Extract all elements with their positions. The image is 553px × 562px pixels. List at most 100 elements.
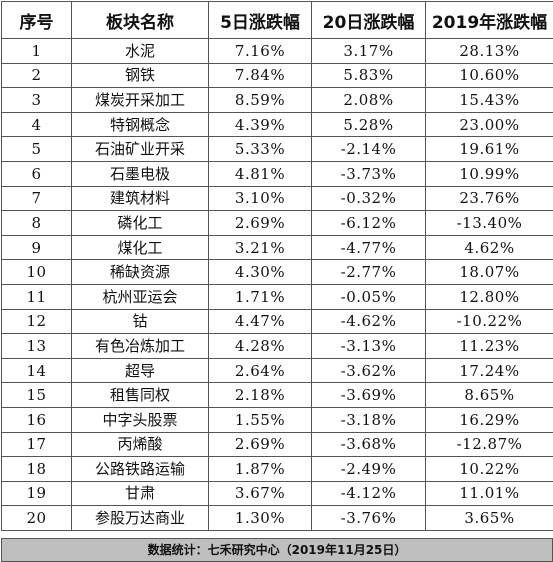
cell-2019-change: 17.24% <box>425 357 553 384</box>
cell-index: 9 <box>1 234 72 261</box>
cell-20day-change: -3.62% <box>311 357 426 384</box>
cell-2019-change: 11.01% <box>425 480 553 507</box>
cell-20day-change: -4.12% <box>311 480 426 507</box>
cell-index: 20 <box>1 505 72 531</box>
cell-5day-change: 1.71% <box>208 283 312 310</box>
cell-20day-change: -4.62% <box>311 308 426 335</box>
cell-sector-name: 丙烯酸 <box>71 431 209 458</box>
cell-index: 2 <box>1 62 72 89</box>
cell-5day-change: 4.47% <box>208 308 312 335</box>
source-footer: 数据统计：七禾研究中心（2019年11月25日） <box>1 538 553 562</box>
cell-index: 5 <box>1 136 72 162</box>
cell-20day-change: 3.17% <box>311 38 426 64</box>
table-header: 序号 板块名称 5日涨跌幅 20日涨跌幅 2019年涨跌幅 <box>1 1 553 39</box>
cell-20day-change: -3.18% <box>311 406 426 433</box>
cell-20day-change: 5.28% <box>311 111 426 138</box>
cell-5day-change: 2.69% <box>208 431 312 458</box>
cell-sector-name: 甘肃 <box>71 480 209 507</box>
cell-index: 14 <box>1 357 72 384</box>
table-row: 12 钴 4.47% -4.62% -10.22% <box>1 308 553 335</box>
table-row: 2 钢铁 7.84% 5.83% 10.60% <box>1 62 553 89</box>
cell-index: 13 <box>1 333 72 359</box>
table-row: 18 公路铁路运输 1.87% -2.49% 10.22% <box>1 456 553 482</box>
col-header-20day-change: 20日涨跌幅 <box>311 1 426 39</box>
cell-2019-change: 3.65% <box>425 505 553 531</box>
cell-2019-change: -10.22% <box>425 308 553 335</box>
table-row: 8 磷化工 2.69% -6.12% -13.40% <box>1 210 553 236</box>
table-row: 20 参股万达商业 1.30% -3.76% 3.65% <box>1 505 553 531</box>
cell-sector-name: 钴 <box>71 308 209 335</box>
cell-index: 4 <box>1 111 72 138</box>
cell-2019-change: 10.22% <box>425 456 553 482</box>
cell-sector-name: 钢铁 <box>71 62 209 89</box>
cell-5day-change: 2.18% <box>208 382 312 408</box>
cell-sector-name: 杭州亚运会 <box>71 283 209 310</box>
cell-5day-change: 1.55% <box>208 406 312 433</box>
cell-20day-change: -2.49% <box>311 456 426 482</box>
cell-sector-name: 超导 <box>71 357 209 384</box>
col-header-sector-name: 板块名称 <box>71 1 209 39</box>
cell-5day-change: 7.16% <box>208 38 312 64</box>
cell-index: 18 <box>1 456 72 482</box>
cell-5day-change: 3.67% <box>208 480 312 507</box>
cell-sector-name: 石油矿业开采 <box>71 136 209 162</box>
cell-5day-change: 4.28% <box>208 333 312 359</box>
cell-5day-change: 3.21% <box>208 234 312 261</box>
cell-5day-change: 7.84% <box>208 62 312 89</box>
cell-sector-name: 煤炭开采加工 <box>71 87 209 113</box>
cell-2019-change: 16.29% <box>425 406 553 433</box>
table-row: 11 杭州亚运会 1.71% -0.05% 12.80% <box>1 283 553 310</box>
cell-20day-change: -2.14% <box>311 136 426 162</box>
cell-index: 1 <box>1 38 72 64</box>
cell-2019-change: 10.60% <box>425 62 553 89</box>
cell-sector-name: 租售同权 <box>71 382 209 408</box>
cell-index: 10 <box>1 259 72 285</box>
cell-sector-name: 公路铁路运输 <box>71 456 209 482</box>
header-row: 序号 板块名称 5日涨跌幅 20日涨跌幅 2019年涨跌幅 <box>1 1 553 39</box>
cell-5day-change: 5.33% <box>208 136 312 162</box>
cell-sector-name: 磷化工 <box>71 210 209 236</box>
cell-5day-change: 4.39% <box>208 111 312 138</box>
cell-sector-name: 稀缺资源 <box>71 259 209 285</box>
col-header-2019-change: 2019年涨跌幅 <box>425 1 553 39</box>
cell-20day-change: -4.77% <box>311 234 426 261</box>
cell-sector-name: 水泥 <box>71 38 209 64</box>
cell-2019-change: 8.65% <box>425 382 553 408</box>
cell-index: 19 <box>1 480 72 507</box>
cell-2019-change: -12.87% <box>425 431 553 458</box>
cell-index: 6 <box>1 160 72 187</box>
cell-5day-change: 2.69% <box>208 210 312 236</box>
cell-20day-change: -6.12% <box>311 210 426 236</box>
table-row: 10 稀缺资源 4.30% -2.77% 18.07% <box>1 259 553 285</box>
table-row: 15 租售同权 2.18% -3.69% 8.65% <box>1 382 553 408</box>
cell-5day-change: 2.64% <box>208 357 312 384</box>
cell-2019-change: 28.13% <box>425 38 553 64</box>
table-row: 7 建筑材料 3.10% -0.32% 23.76% <box>1 185 553 212</box>
cell-5day-change: 4.81% <box>208 160 312 187</box>
table-row: 4 特钢概念 4.39% 5.28% 23.00% <box>1 111 553 138</box>
sector-performance-table: 序号 板块名称 5日涨跌幅 20日涨跌幅 2019年涨跌幅 1 水泥 7.16% 3.17% 2… <box>1 1 553 531</box>
table-body: 1 水泥 7.16% 3.17% 28.13% 2 钢铁 7.84% 5.83% 10.60% 3 煤… <box>1 38 553 531</box>
cell-sector-name: 有色冶炼加工 <box>71 333 209 359</box>
cell-5day-change: 1.30% <box>208 505 312 531</box>
cell-index: 17 <box>1 431 72 458</box>
cell-2019-change: 18.07% <box>425 259 553 285</box>
cell-index: 7 <box>1 185 72 212</box>
table-row: 16 中字头股票 1.55% -3.18% 16.29% <box>1 406 553 433</box>
cell-20day-change: 5.83% <box>311 62 426 89</box>
cell-2019-change: 23.76% <box>425 185 553 212</box>
table-row: 14 超导 2.64% -3.62% 17.24% <box>1 357 553 384</box>
cell-2019-change: 15.43% <box>425 87 553 113</box>
cell-index: 3 <box>1 87 72 113</box>
cell-index: 12 <box>1 308 72 335</box>
cell-2019-change: 23.00% <box>425 111 553 138</box>
cell-2019-change: 10.99% <box>425 160 553 187</box>
table-row: 19 甘肃 3.67% -4.12% 11.01% <box>1 480 553 507</box>
table-row: 6 石墨电极 4.81% -3.73% 10.99% <box>1 160 553 187</box>
cell-20day-change: -3.76% <box>311 505 426 531</box>
table-row: 13 有色冶炼加工 4.28% -3.13% 11.23% <box>1 333 553 359</box>
cell-20day-change: -0.05% <box>311 283 426 310</box>
table-row: 1 水泥 7.16% 3.17% 28.13% <box>1 38 553 64</box>
cell-2019-change: 19.61% <box>425 136 553 162</box>
